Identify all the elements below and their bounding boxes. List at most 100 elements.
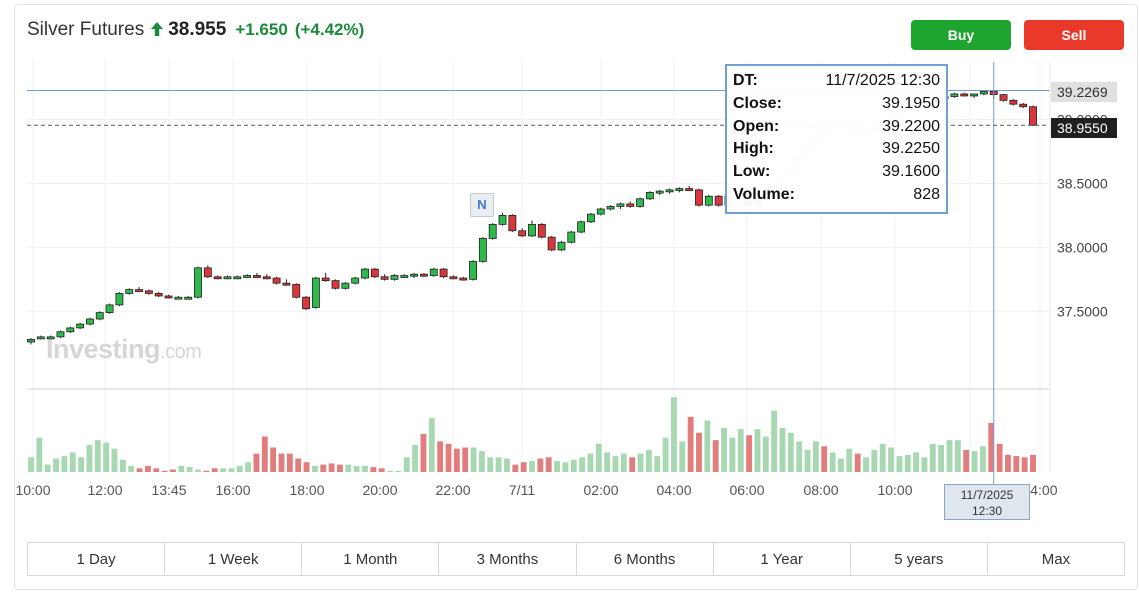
last-price-label: 38.9550 xyxy=(1051,118,1117,138)
volume-bar xyxy=(211,468,218,472)
candle xyxy=(547,235,556,252)
volume-bar xyxy=(854,453,861,472)
candle-body xyxy=(66,327,75,333)
candle xyxy=(86,317,94,326)
candle xyxy=(587,212,595,224)
candle-body xyxy=(587,213,595,223)
candle-body xyxy=(380,276,389,280)
range-max[interactable]: Max xyxy=(987,543,1124,575)
volume-bar xyxy=(428,418,435,472)
volume-bar xyxy=(44,464,51,472)
volume-bar xyxy=(604,452,611,472)
candle-body xyxy=(331,280,340,289)
volume-bar xyxy=(161,470,168,472)
candle-body xyxy=(262,276,271,280)
x-tick-label: 13:45 xyxy=(151,482,186,498)
range-1-day[interactable]: 1 Day xyxy=(28,543,166,575)
volume-bar xyxy=(437,441,444,472)
tooltip-key: Close: xyxy=(733,94,782,112)
tooltip-row: Volume: 828 xyxy=(733,184,940,207)
candle-body xyxy=(439,268,448,278)
x-tick-label: 10:00 xyxy=(15,482,50,498)
crosshair-date: 11/7/2025 xyxy=(960,488,1014,502)
candle xyxy=(125,288,134,295)
candle-body xyxy=(999,94,1008,101)
candle-body xyxy=(400,275,409,278)
tooltip-key: DT: xyxy=(733,72,758,89)
sell-button[interactable]: Sell xyxy=(1024,20,1124,50)
candle xyxy=(184,295,193,300)
volume-bar xyxy=(787,432,794,472)
candle-body xyxy=(557,241,566,251)
candle-body xyxy=(478,238,487,262)
volume-bar xyxy=(453,448,460,472)
volume-bar xyxy=(103,442,110,472)
candle-body xyxy=(135,289,143,292)
candle xyxy=(282,279,291,286)
candle-body xyxy=(233,276,242,280)
volume-bar xyxy=(370,467,377,472)
candle xyxy=(174,295,183,300)
candle-body xyxy=(154,292,163,297)
candle-body xyxy=(508,215,517,232)
x-tick-label: 02:00 xyxy=(583,482,618,498)
volume-bar xyxy=(838,458,844,472)
volume-bar xyxy=(687,416,694,472)
candle-body xyxy=(203,267,212,278)
volume-bar xyxy=(888,447,894,472)
volume-bar xyxy=(662,437,669,472)
candle xyxy=(410,272,419,279)
candle xyxy=(665,188,674,194)
candle xyxy=(1029,105,1037,126)
volume-bar xyxy=(938,445,945,472)
tooltip-key: Low: xyxy=(733,163,771,181)
candle-body xyxy=(675,188,684,191)
candle xyxy=(262,274,271,280)
range-5-years[interactable]: 5 years xyxy=(850,543,988,575)
candle xyxy=(27,338,35,345)
volume-bar xyxy=(554,460,560,472)
candle xyxy=(56,330,65,339)
instrument-name: Silver Futures xyxy=(27,19,145,40)
volume-bar xyxy=(128,465,135,472)
volume-bar xyxy=(721,427,727,472)
volume-bar xyxy=(253,453,260,472)
news-marker[interactable]: N xyxy=(470,193,494,217)
candle-body xyxy=(243,275,252,278)
tooltip-value: 39.2250 xyxy=(882,140,940,158)
y-tick-label: 38.0000 xyxy=(1057,239,1108,255)
candle xyxy=(400,274,409,279)
price-change: +1.650 xyxy=(235,20,288,39)
candle-body xyxy=(115,292,124,306)
volume-bar xyxy=(570,459,577,472)
volume-bar xyxy=(295,458,302,472)
candle xyxy=(302,295,310,311)
candle-body xyxy=(665,189,674,193)
buy-button[interactable]: Buy xyxy=(911,20,1011,50)
volume-bar xyxy=(119,459,126,472)
volume-bar xyxy=(679,441,686,472)
candle-body xyxy=(1009,99,1018,105)
candle xyxy=(213,275,222,280)
candle-body xyxy=(979,91,988,95)
candle-body xyxy=(528,223,536,237)
volume-bar xyxy=(896,456,903,472)
candle xyxy=(46,335,55,340)
range-1-week[interactable]: 1 Week xyxy=(165,543,303,575)
candle xyxy=(655,189,664,195)
range-1-month[interactable]: 1 Month xyxy=(302,543,440,575)
volume-bar xyxy=(462,447,469,472)
candle xyxy=(508,214,517,233)
volume-bar xyxy=(320,464,327,472)
candle-body xyxy=(704,195,713,206)
range-3-months[interactable]: 3 Months xyxy=(439,543,577,575)
range-1-year[interactable]: 1 Year xyxy=(713,543,851,575)
volume-bar xyxy=(412,445,419,472)
candle xyxy=(970,93,978,98)
volume-bar xyxy=(186,467,193,472)
volume-bar xyxy=(645,449,652,472)
tooltip-value: 11/7/2025 12:30 xyxy=(825,72,940,89)
range-6-months[interactable]: 6 Months xyxy=(576,543,714,575)
candle-body xyxy=(253,275,261,278)
x-tick-label: 20:00 xyxy=(362,482,397,498)
